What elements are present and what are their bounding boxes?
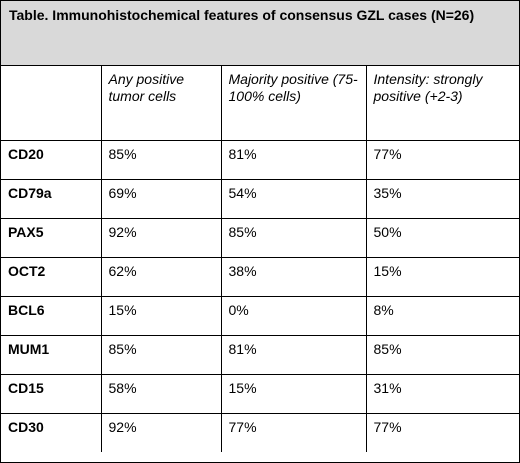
marker-cell: PAX5 — [1, 218, 102, 258]
table-row: PAX5 92% 85% 50% — [1, 218, 519, 258]
ihc-table: Any positive tumor cells Majority positi… — [1, 66, 519, 452]
intensity-cell: 77% — [365, 140, 519, 180]
table-caption: Table. Immunohistochemical features of c… — [1, 1, 519, 66]
table-row: CD79a 69% 54% 35% — [1, 179, 519, 219]
marker-cell: BCL6 — [1, 296, 102, 336]
intensity-cell: 35% — [365, 179, 519, 219]
any-positive-cell: 58% — [100, 374, 222, 414]
header-row: Any positive tumor cells Majority positi… — [1, 66, 519, 141]
table-row: OCT2 62% 38% 15% — [1, 257, 519, 297]
majority-positive-cell: 0% — [220, 296, 367, 336]
marker-cell: CD15 — [1, 374, 102, 414]
intensity-cell: 50% — [365, 218, 519, 258]
table-row: CD15 58% 15% 31% — [1, 374, 519, 414]
table-row: BCL6 15% 0% 8% — [1, 296, 519, 336]
any-positive-cell: 15% — [100, 296, 222, 336]
any-positive-cell: 92% — [100, 413, 222, 452]
header-cell-majority-positive: Majority positive (75-100% cells) — [220, 66, 367, 141]
intensity-cell: 85% — [365, 335, 519, 375]
any-positive-cell: 85% — [100, 335, 222, 375]
marker-cell: OCT2 — [1, 257, 102, 297]
intensity-cell: 15% — [365, 257, 519, 297]
marker-cell: CD20 — [1, 140, 102, 180]
marker-cell: CD30 — [1, 413, 102, 452]
table-row: CD20 85% 81% 77% — [1, 140, 519, 180]
majority-positive-cell: 85% — [220, 218, 367, 258]
intensity-cell: 8% — [365, 296, 519, 336]
intensity-cell: 77% — [365, 413, 519, 452]
majority-positive-cell: 77% — [220, 413, 367, 452]
table-row: MUM1 85% 81% 85% — [1, 335, 519, 375]
any-positive-cell: 69% — [100, 179, 222, 219]
majority-positive-cell: 81% — [220, 140, 367, 180]
header-cell-intensity: Intensity: strongly positive (+2-3) — [365, 66, 519, 141]
majority-positive-cell: 81% — [220, 335, 367, 375]
any-positive-cell: 62% — [100, 257, 222, 297]
any-positive-cell: 92% — [100, 218, 222, 258]
any-positive-cell: 85% — [100, 140, 222, 180]
marker-cell: MUM1 — [1, 335, 102, 375]
header-cell-empty — [1, 66, 102, 141]
header-cell-any-positive: Any positive tumor cells — [100, 66, 222, 141]
majority-positive-cell: 54% — [220, 179, 367, 219]
majority-positive-cell: 38% — [220, 257, 367, 297]
intensity-cell: 31% — [365, 374, 519, 414]
marker-cell: CD79a — [1, 179, 102, 219]
table-row: CD30 92% 77% 77% — [1, 413, 519, 452]
majority-positive-cell: 15% — [220, 374, 367, 414]
